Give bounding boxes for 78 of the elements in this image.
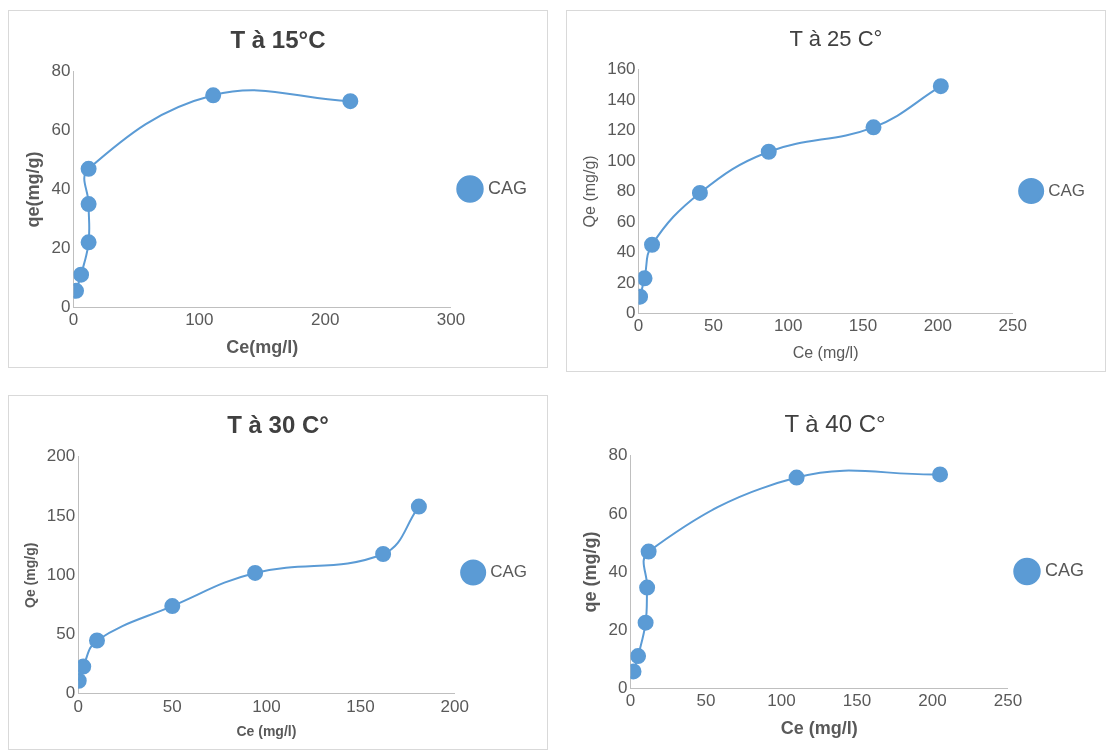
x-axis-title: Ce(mg/l): [226, 337, 299, 358]
point: [375, 545, 392, 562]
y-tick-label: 160: [607, 59, 636, 79]
point: [630, 648, 647, 665]
chart-title: T à 30 C°: [227, 411, 329, 439]
point: [80, 196, 97, 213]
x-tick-label: 200: [918, 690, 947, 710]
y-tick-label: 60: [51, 120, 71, 140]
x-tick-label: 150: [842, 690, 872, 710]
legend-label: CAG: [1044, 560, 1085, 581]
y-tick-label: 80: [608, 445, 628, 465]
x-tick-label: 150: [346, 696, 375, 716]
x-axis-title: Ce (mg/l): [780, 718, 858, 739]
y-axis-title: Qe (mg/g): [22, 542, 39, 608]
point: [788, 469, 805, 486]
y-tick-label: 60: [616, 211, 636, 231]
y-axis-title: qe (mg/g): [579, 531, 600, 613]
point: [637, 614, 654, 631]
point: [639, 579, 656, 596]
y-tick-label: 60: [608, 503, 628, 523]
chart-title: T à 15°C: [230, 26, 326, 54]
x-tick-label: 50: [696, 690, 716, 710]
x-tick-label: 200: [440, 696, 469, 716]
point: [932, 78, 949, 95]
y-tick-label: 100: [46, 564, 76, 584]
x-tick-label: 100: [767, 690, 796, 710]
chart-title: T à 25 C°: [789, 26, 883, 52]
point: [640, 543, 657, 560]
x-tick-label: 100: [774, 316, 803, 336]
y-tick-label: 120: [607, 120, 636, 140]
point: [342, 93, 359, 110]
point: [164, 598, 181, 615]
y-tick-label: 20: [616, 272, 636, 292]
y-tick-label: 140: [607, 89, 636, 109]
x-tick-label: 200: [310, 309, 340, 329]
y-axis-title: qe(mg/g): [22, 151, 43, 228]
point: [247, 564, 264, 581]
point: [80, 234, 97, 251]
point: [691, 184, 708, 201]
y-tick-label: 80: [616, 181, 636, 201]
point: [80, 160, 97, 177]
chart-title: T à 40 C°: [784, 410, 886, 438]
y-tick-label: 20: [608, 619, 628, 639]
x-tick-label: 300: [436, 309, 466, 329]
y-tick-label: 200: [46, 446, 76, 466]
legend-label: CAG: [487, 177, 528, 198]
point: [760, 143, 777, 160]
legend-label: CAG: [1048, 180, 1085, 200]
point: [410, 498, 427, 515]
point: [88, 632, 105, 649]
y-tick-label: 40: [51, 179, 71, 199]
x-tick-label: 50: [162, 696, 182, 716]
point: [644, 236, 661, 253]
point: [205, 87, 222, 104]
x-tick-label: 250: [993, 690, 1023, 710]
x-axis-title: Ce (mg/l): [792, 343, 859, 361]
y-tick-label: 50: [56, 624, 76, 644]
point: [73, 266, 90, 283]
y-axis-title: Qe (mg/g): [581, 155, 599, 228]
x-tick-label: 200: [923, 316, 953, 336]
x-tick-label: 100: [185, 309, 214, 329]
legend-label: CAG: [490, 562, 527, 582]
y-tick-label: 0: [61, 296, 71, 316]
y-tick-label: 100: [607, 150, 636, 170]
y-tick-label: 150: [46, 505, 76, 525]
y-tick-label: 40: [616, 242, 636, 262]
x-tick-label: 150: [848, 316, 878, 336]
y-tick-label: 40: [608, 561, 628, 581]
y-tick-label: 0: [618, 677, 628, 697]
y-tick-label: 80: [51, 61, 71, 81]
point: [932, 466, 949, 483]
point: [638, 270, 653, 287]
point: [865, 119, 882, 136]
x-tick-label: 250: [998, 316, 1027, 336]
y-tick-label: 20: [51, 237, 71, 257]
x-tick-label: 100: [252, 696, 281, 716]
x-axis-title: Ce (mg/l): [236, 723, 297, 740]
x-tick-label: 50: [703, 316, 723, 336]
